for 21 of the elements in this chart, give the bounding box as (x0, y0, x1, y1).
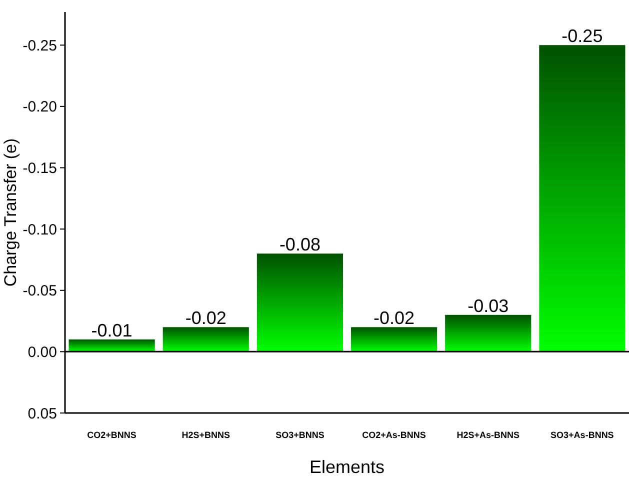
x-tick-label: SO3+As-BNNS (550, 430, 614, 440)
y-tick-label: -0.15 (22, 160, 57, 177)
x-tick-label: H2S+BNNS (182, 430, 230, 440)
data-label: -0.08 (279, 234, 320, 255)
y-tick-label: 0.00 (28, 344, 57, 361)
y-tick-label: -0.20 (22, 98, 57, 116)
x-tick-label: H2S+As-BNNS (456, 430, 520, 440)
data-label: -0.01 (91, 320, 132, 340)
data-label: -0.03 (468, 296, 509, 316)
x-axis-title: Elements (309, 457, 385, 477)
data-label: -0.02 (185, 308, 226, 328)
x-tick-label: CO2+BNNS (87, 430, 136, 440)
data-label: -0.02 (374, 308, 415, 328)
y-tick-label: -0.25 (22, 37, 57, 54)
x-tick-label: SO3+BNNS (276, 430, 324, 440)
y-tick-label: -0.05 (22, 282, 57, 300)
x-tick-label: CO2+As-BNNS (362, 430, 426, 440)
data-label: -0.25 (562, 26, 603, 46)
y-tick-label: -0.10 (22, 221, 57, 238)
y-tick-label: 0.05 (28, 405, 57, 422)
y-axis-title: Charge Transfer (e) (1, 138, 20, 287)
